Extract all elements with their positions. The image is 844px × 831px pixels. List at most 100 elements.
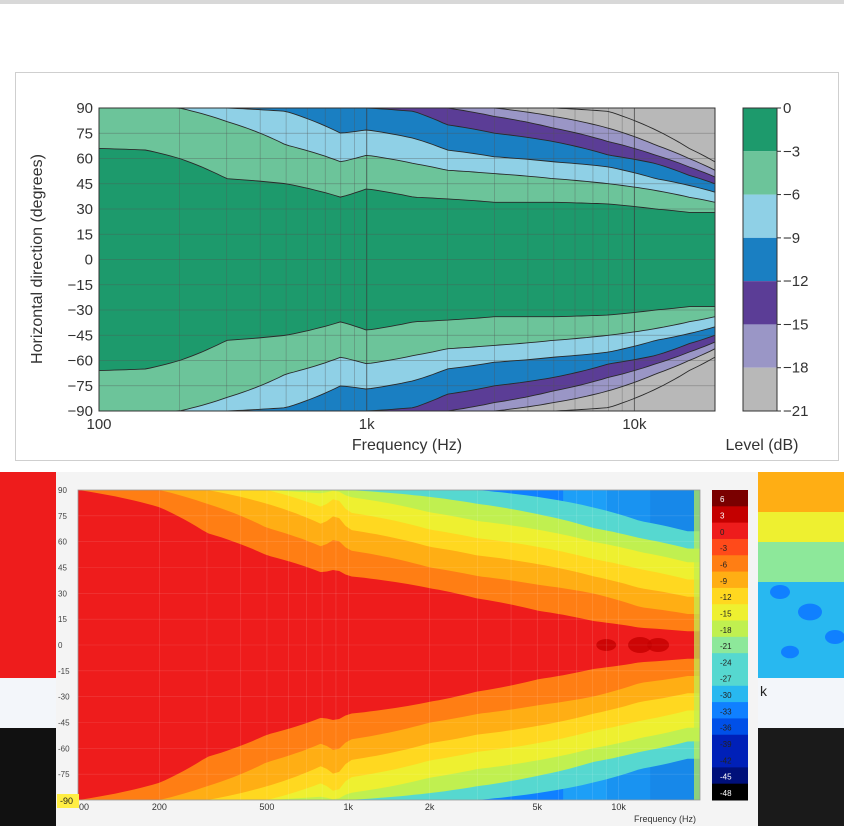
heatmap-y-tick-label: 45	[58, 564, 67, 573]
thumb-band	[758, 542, 844, 582]
heatmap-colorbar-tick-label: -27	[720, 675, 732, 684]
colorbar-swatch	[743, 108, 777, 152]
heatmap-y-tick-label: 30	[58, 589, 67, 598]
y-tick-label: 90	[76, 100, 93, 117]
colorbar-tick-label: −18	[783, 360, 808, 377]
colorbar-swatch	[743, 281, 777, 325]
right-thumbnail-label: k	[760, 683, 768, 699]
contour-lines	[99, 108, 715, 411]
heatmap-y-tick-label: 90	[58, 486, 67, 495]
contour-minus-6-down	[99, 316, 715, 411]
y-tick-label: −90	[68, 403, 93, 420]
colorbar-label: Level (dB)	[726, 437, 799, 454]
heatmap-colorbar-swatch	[712, 718, 748, 736]
plot-frame	[98, 107, 716, 412]
colorbar-swatch	[743, 237, 777, 282]
heatmap-x-axis-label: Frequency (Hz)	[634, 814, 696, 824]
x-tick-label: 10k	[622, 416, 647, 433]
heatmap-colorbar-swatch	[712, 506, 748, 524]
heatmap-colorbar-swatch	[712, 685, 748, 703]
contour-minus-9-down	[99, 326, 715, 411]
heatmap-colorbar-swatch	[712, 702, 748, 719]
top-edge-bar	[0, 0, 844, 4]
heatmap-y-tick-label: 15	[58, 615, 67, 624]
right-dark-area	[758, 728, 844, 826]
heatmap-colorbar-swatch	[712, 620, 748, 638]
heatmap-colorbar: 6 3 0 -3 -6 -9 -12 -15 -18 -21 -24 -27 -30 -33 -36 -39 -…	[712, 490, 748, 801]
contour-minus-3-up	[99, 147, 715, 213]
heatmap-y-tick-label: -75	[58, 770, 70, 779]
heat-band-minus-3	[78, 490, 700, 800]
thumb-blob	[781, 645, 799, 659]
contour-minus-15-down	[99, 341, 715, 411]
y-tick-label: −30	[68, 302, 93, 319]
y-tick-label: 45	[76, 176, 93, 193]
y-tick-label: −15	[68, 277, 93, 294]
heatmap-colorbar-tick-label: -24	[720, 658, 732, 667]
y-tick-label: −45	[68, 327, 93, 344]
y-tick-label: 30	[76, 201, 93, 218]
right-thumbnail-gap	[758, 678, 844, 728]
thumb-blob	[825, 630, 844, 644]
contour-minus-6-up	[99, 108, 715, 203]
thumb-band	[758, 512, 844, 542]
heatmap-y-tick-label: 0	[58, 641, 63, 650]
heatmap-y-tick-label: 60	[58, 538, 67, 547]
x-axis-label: Frequency (Hz)	[352, 437, 462, 454]
heatmap-colorbar-swatch	[712, 751, 748, 768]
heatmap-x-tick-label: 5k	[532, 802, 542, 812]
heatmap-colorbar-tick-label: -3	[720, 544, 728, 553]
right-thumbnail-plot	[758, 472, 844, 678]
spinorama-screenshot: k 90 75 60 45 30 15 0 -15 -30 -45 -60 -75 00 200 500 1…	[0, 472, 844, 826]
contour-minus-18-down	[99, 348, 715, 411]
heatmap-colorbar-swatch	[712, 538, 748, 556]
heatmap-frame	[77, 489, 701, 801]
x-tick-label: 1k	[359, 416, 375, 433]
heatmap-colorbar-tick-label: -39	[720, 740, 732, 749]
heatmap-colorbar-tick-label: -9	[720, 577, 728, 586]
y-axis-label: Horizontal direction (degrees)	[29, 154, 46, 364]
heatmap-colorbar-tick-label: -21	[720, 642, 732, 651]
x-tick-labels: 100 1k 10k	[86, 416, 647, 433]
colorbar-tick-label: −21	[783, 403, 808, 420]
colorbar-tick-label: −15	[783, 316, 808, 333]
y-tick-label: −60	[68, 353, 93, 370]
heatmap-colorbar-tick-label: -42	[720, 756, 732, 765]
heatmap-x-tick-label: 00	[79, 802, 89, 812]
heatmap-x-tick-label: 10k	[611, 802, 626, 812]
heatmap-colorbar-swatch	[712, 522, 748, 540]
contour-minus-18-up	[99, 108, 715, 171]
heatmap-colorbar-tick-label: 3	[720, 512, 725, 521]
heatmap-x-tick-label: 1k	[344, 802, 354, 812]
heatmap-colorbar-swatch	[712, 555, 748, 573]
heatmap-x-tick-label: 500	[259, 802, 274, 812]
heatmap-colorbar-tick-label: -12	[720, 593, 732, 602]
heatmap-colorbar-swatch	[712, 734, 748, 752]
colorbar-tick-label: 0	[783, 100, 791, 117]
contour-minus-21-up	[99, 108, 715, 163]
y-tick-label: −75	[68, 378, 93, 395]
heat-hotspot	[628, 637, 653, 653]
heatmap-x-tick-labels: 00 200 500 1k 2k 5k 10k	[79, 802, 626, 812]
heatmap-y-tick-label: -15	[58, 667, 70, 676]
colorbar-tick-label: −9	[783, 230, 800, 247]
heatmap-colorbar-tick-label: -18	[720, 626, 732, 635]
colorbar-swatch	[743, 367, 777, 411]
heatmap-y-tick-labels: 90 75 60 45 30 15 0 -15 -30 -45 -60 -75	[58, 486, 70, 779]
heat-hotspot	[647, 638, 670, 652]
heatmap-colorbar-swatch	[712, 490, 748, 507]
thumb-blob	[770, 585, 790, 599]
y-tick-label: 0	[85, 252, 93, 269]
heatmap-grid	[78, 490, 700, 800]
heatmap-colorbar-swatch	[712, 783, 748, 801]
heatmap-colorbar-swatch	[712, 669, 748, 687]
left-thumbnail-plot	[0, 472, 56, 678]
contour-minus-3-down	[99, 306, 715, 372]
colorbar-swatch	[743, 151, 777, 195]
heatmap-y-tick-label: -30	[58, 693, 70, 702]
heatmap-x-tick-label: 200	[152, 802, 167, 812]
colorbar-tick-label: −6	[783, 187, 800, 204]
heatmap-colorbar-swatch	[712, 587, 748, 605]
